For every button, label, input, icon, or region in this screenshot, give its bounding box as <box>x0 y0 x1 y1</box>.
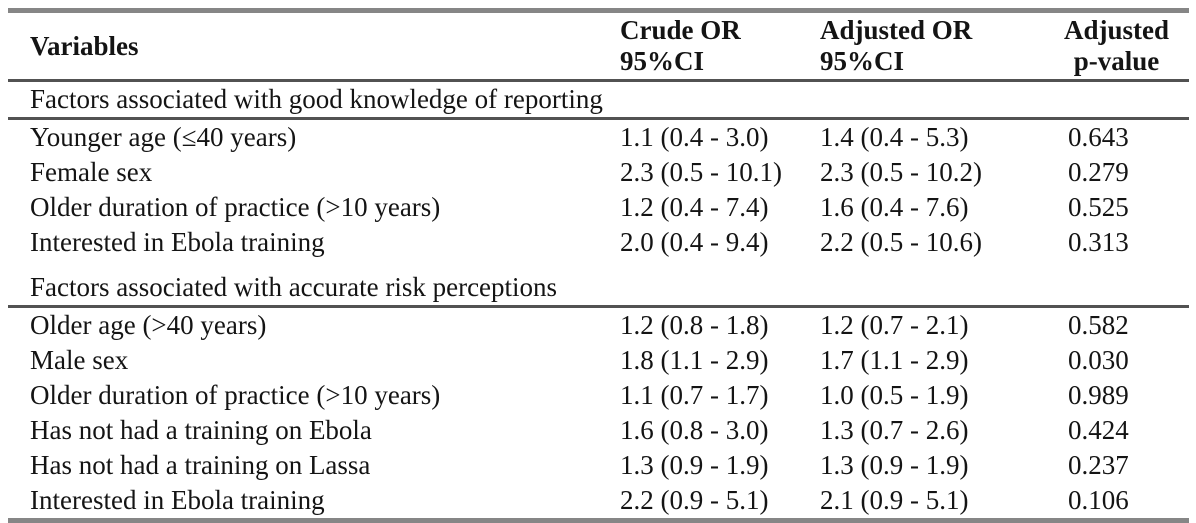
section-title: Factors associated with accurate risk pe… <box>8 260 1189 308</box>
adjusted-or-cell: 1.0 (0.5 - 1.9) <box>820 380 969 410</box>
column-header-adjusted-p-value: Adjusted p-value <box>1006 10 1189 82</box>
crude-or-cell: 2.2 (0.9 - 5.1) <box>620 485 769 515</box>
p-value-cell: 0.030 <box>1068 345 1129 375</box>
adjusted-or-label-line1: Adjusted OR <box>820 15 973 45</box>
header-row: Variables Crude OR 95%CI Adjusted OR 95%… <box>8 10 1189 82</box>
adjusted-or-cell: 2.1 (0.9 - 5.1) <box>820 485 969 515</box>
p-value-cell: 0.643 <box>1068 122 1129 152</box>
p-value-cell: 0.582 <box>1068 310 1129 340</box>
crude-or-cell: 1.3 (0.9 - 1.9) <box>620 450 769 480</box>
variable-cell: Female sex <box>30 157 153 187</box>
crude-or-cell: 2.3 (0.5 - 10.1) <box>620 157 782 187</box>
table-row: Younger age (≤40 years) 1.1 (0.4 - 3.0) … <box>8 119 1189 156</box>
table-row: Older age (>40 years) 1.2 (0.8 - 1.8) 1.… <box>8 307 1189 344</box>
crude-or-cell: 1.1 (0.7 - 1.7) <box>620 380 769 410</box>
p-value-cell: 0.106 <box>1068 485 1129 515</box>
adjusted-p-value-label-line1: Adjusted <box>1064 15 1170 45</box>
variable-cell: Older duration of practice (>10 years) <box>30 192 441 222</box>
p-value-cell: 0.525 <box>1068 192 1129 222</box>
crude-or-label-line2: 95%CI <box>620 46 705 76</box>
section-header-row-risk-perceptions: Factors associated with accurate risk pe… <box>8 260 1189 308</box>
crude-or-cell: 2.0 (0.4 - 9.4) <box>620 227 769 257</box>
crude-or-cell: 1.2 (0.8 - 1.8) <box>620 310 769 340</box>
adjusted-or-label-line2: 95%CI <box>820 46 905 76</box>
adjusted-or-cell: 2.3 (0.5 - 10.2) <box>820 157 982 187</box>
table-row: Older duration of practice (>10 years) 1… <box>8 190 1189 225</box>
table-row: Has not had a training on Ebola 1.6 (0.8… <box>8 413 1189 448</box>
column-header-variables: Variables <box>8 10 580 82</box>
crude-or-label-line1: Crude OR <box>620 15 741 45</box>
column-header-adjusted-or: Adjusted OR 95%CI <box>778 10 1006 82</box>
adjusted-or-cell: 2.2 (0.5 - 10.6) <box>820 227 982 257</box>
adjusted-or-cell: 1.4 (0.4 - 5.3) <box>820 122 969 152</box>
column-header-crude-or: Crude OR 95%CI <box>580 10 778 82</box>
variable-cell: Interested in Ebola training <box>30 227 325 257</box>
variable-cell: Older duration of practice (>10 years) <box>30 380 441 410</box>
crude-or-cell: 1.1 (0.4 - 3.0) <box>620 122 769 152</box>
table-row: Female sex 2.3 (0.5 - 10.1) 2.3 (0.5 - 1… <box>8 155 1189 190</box>
p-value-cell: 0.424 <box>1068 415 1129 445</box>
adjusted-p-value-label-line2: p-value <box>1073 46 1160 76</box>
table-row: Interested in Ebola training 2.2 (0.9 - … <box>8 483 1189 521</box>
variable-cell: Older age (>40 years) <box>30 310 267 340</box>
adjusted-or-cell: 1.6 (0.4 - 7.6) <box>820 192 969 222</box>
section-header-row-knowledge: Factors associated with good knowledge o… <box>8 80 1189 120</box>
adjusted-or-cell: 1.7 (1.1 - 2.9) <box>820 345 969 375</box>
variable-cell: Has not had a training on Ebola <box>30 415 372 445</box>
column-header-variables-label: Variables <box>30 30 139 61</box>
variable-cell: Male sex <box>30 345 129 375</box>
table-row: Male sex 1.8 (1.1 - 2.9) 1.7 (1.1 - 2.9)… <box>8 343 1189 378</box>
adjusted-or-cell: 1.3 (0.9 - 1.9) <box>820 450 969 480</box>
crude-or-cell: 1.2 (0.4 - 7.4) <box>620 192 769 222</box>
adjusted-or-cell: 1.2 (0.7 - 2.1) <box>820 310 969 340</box>
table-row: Interested in Ebola training 2.0 (0.4 - … <box>8 225 1189 260</box>
section-title: Factors associated with good knowledge o… <box>8 80 1189 120</box>
odds-ratio-table: Variables Crude OR 95%CI Adjusted OR 95%… <box>8 8 1189 523</box>
p-value-cell: 0.237 <box>1068 450 1129 480</box>
p-value-cell: 0.313 <box>1068 227 1129 257</box>
crude-or-cell: 1.8 (1.1 - 2.9) <box>620 345 769 375</box>
regression-results-table: Variables Crude OR 95%CI Adjusted OR 95%… <box>8 8 1189 523</box>
p-value-cell: 0.989 <box>1068 380 1129 410</box>
adjusted-or-cell: 1.3 (0.7 - 2.6) <box>820 415 969 445</box>
table-row: Has not had a training on Lassa 1.3 (0.9… <box>8 448 1189 483</box>
adjusted-p-value-label: Adjusted p-value <box>1064 15 1169 77</box>
table-row: Older duration of practice (>10 years) 1… <box>8 378 1189 413</box>
variable-cell: Interested in Ebola training <box>30 485 325 515</box>
crude-or-cell: 1.6 (0.8 - 3.0) <box>620 415 769 445</box>
p-value-cell: 0.279 <box>1068 157 1129 187</box>
variable-cell: Younger age (≤40 years) <box>30 122 297 152</box>
variable-cell: Has not had a training on Lassa <box>30 450 371 480</box>
